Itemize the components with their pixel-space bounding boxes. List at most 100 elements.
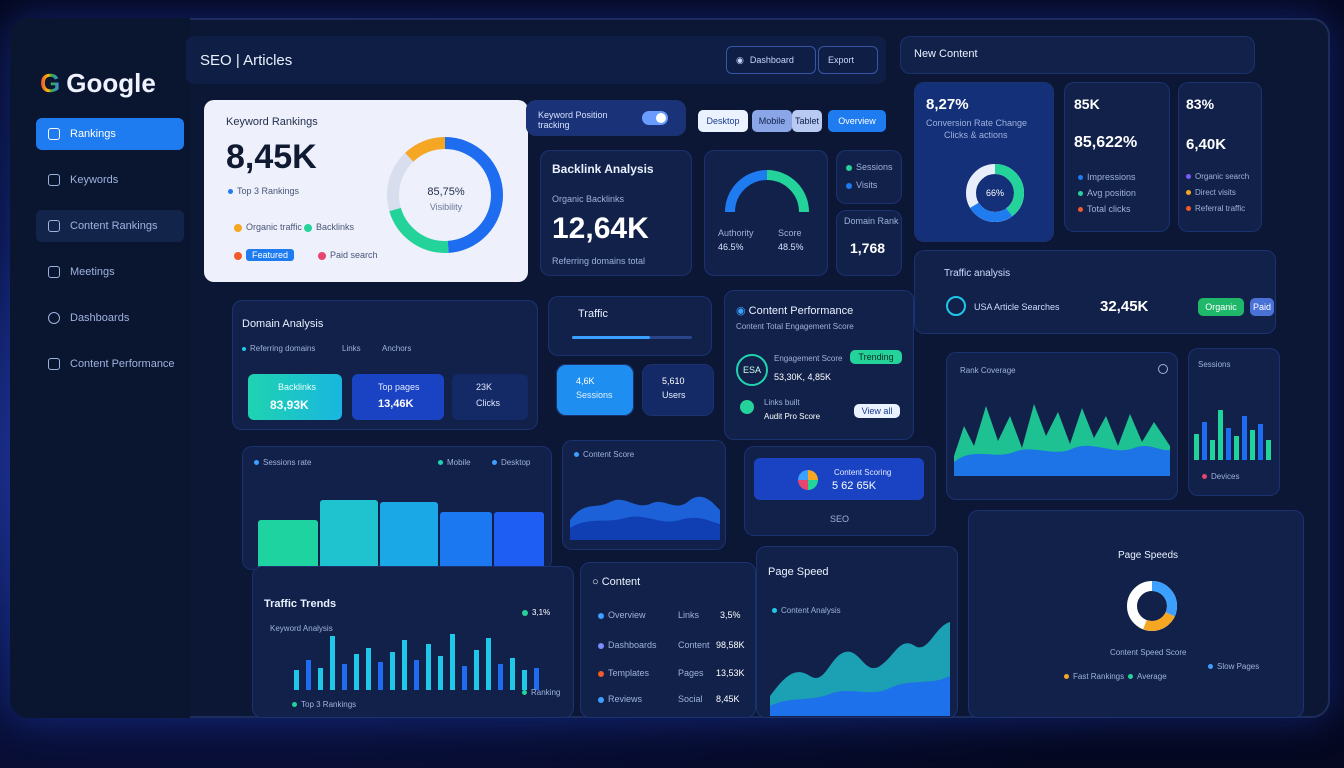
backlink-analysis-card[interactable]: Backlink Analysis Organic Backlinks 12,6… (540, 150, 692, 276)
page-speeds-donut (1127, 581, 1177, 631)
donut-label: Visibility (429, 202, 463, 212)
traffic-trends-sub: Keyword Analysis (270, 624, 333, 633)
legend-desktop: Desktop (492, 458, 530, 467)
dashboard-button[interactable]: ◉ Dashboard (726, 46, 816, 74)
tab-tablet[interactable]: Tablet (792, 110, 822, 132)
content-list-title: ○ Content (592, 576, 641, 588)
tab-overview[interactable]: Overview (828, 110, 886, 132)
new-content-header: New Content (900, 36, 1255, 74)
segment-tabs: Desktop Mobile Tablet Overview (698, 110, 886, 136)
sessions-rate-card: Sessions rate Mobile Desktop (242, 446, 552, 570)
organic-button[interactable]: Organic (1198, 298, 1244, 316)
content-scoring-foot: SEO (830, 514, 850, 524)
content-score-card: Content Score (562, 440, 726, 550)
content-scoring-banner[interactable]: Content Scoring 5 62 65K (754, 458, 924, 500)
list-item[interactable]: Overview Links 3,5% (598, 610, 748, 620)
list-item[interactable]: Templates Pages 13,53K (598, 668, 748, 678)
traffic-slider-track[interactable] (572, 336, 692, 339)
domain-filter-2[interactable]: Links (342, 344, 361, 353)
export-button[interactable]: Export (818, 46, 878, 74)
google-logo[interactable]: G Google (40, 68, 156, 99)
link-icon (740, 400, 754, 414)
rank-coverage-title: Rank Coverage (960, 366, 1016, 375)
gauge-card: Authority Score 46.5% 48.5% (704, 150, 828, 276)
domain-rank-mini-card: Domain Rank 1,768 (836, 210, 902, 276)
paid-button[interactable]: Paid (1250, 298, 1274, 316)
conversion-rate-label: Conversion Rate Change (926, 118, 1028, 128)
sessions-tile-label: Sessions (576, 390, 613, 400)
trending-badge[interactable]: Trending (850, 350, 902, 364)
conversion-donut-value: 66% (985, 188, 1004, 198)
page-speeds-title: Page Speeds (1118, 550, 1179, 561)
traffic-trends-bar-chart (294, 634, 539, 690)
sessions-label: Sessions (846, 162, 893, 172)
rank-coverage-area-chart (954, 404, 1170, 476)
clicks-tile[interactable]: 23K Clicks (452, 374, 528, 420)
sidebar-item-label: Content Rankings (70, 220, 158, 232)
bar (440, 512, 492, 568)
briefcase-icon (48, 358, 60, 370)
globe-icon: ◉ (736, 54, 744, 65)
list-item[interactable]: Reviews Social 8,45K (598, 694, 748, 704)
content-scoring-value: 5 62 65K (832, 480, 877, 492)
organic-search-card[interactable]: 83% 6,40K Organic search Direct visits R… (1178, 82, 1262, 232)
conversion-rate-card[interactable]: 8,27% Conversion Rate Change Clicks & ac… (914, 82, 1054, 242)
bar (494, 512, 544, 568)
page-speed-card: Page Speed Content Analysis (756, 546, 958, 718)
page-speeds-card: Page Speeds Content Speed Score Fast Ran… (968, 510, 1304, 718)
conversion-rate-value: 8,27% (926, 96, 969, 113)
users-tile[interactable]: 5,610 Users (642, 364, 714, 416)
sessions-tile[interactable]: 4,6K Sessions (556, 364, 634, 416)
slow-pages-legend: Slow Pages (1208, 662, 1259, 671)
backlinks-tile-value: 83,93K (270, 398, 309, 412)
keyword-rankings-legend: Top 3 Rankings (228, 186, 299, 196)
keyword-tracking-toggle-bar: Keyword Position tracking (526, 100, 686, 136)
traffic-analysis-card: Traffic analysis USA Article Searches 32… (914, 250, 1276, 334)
backlinks-row: Backlinks (304, 222, 354, 232)
gauge-right-value: 48.5% (778, 242, 804, 252)
keyword-rankings-card[interactable]: Keyword Rankings 8,45K Top 3 Rankings Or… (204, 100, 528, 282)
audit-pro-score: Audit Pro Score (764, 412, 821, 421)
content-performance-sub: Content Total Engagement Score (736, 322, 854, 331)
domain-filter-3[interactable]: Anchors (382, 344, 412, 353)
content-performance-card: ◉ Content Performance Content Total Enga… (724, 290, 914, 440)
sidebar-item-rankings[interactable]: Rankings (36, 118, 184, 150)
traffic-trends-footer: Ranking (522, 688, 560, 697)
organic-search-stat: 6,40K (1186, 136, 1227, 153)
lock-icon (48, 266, 60, 278)
tab-desktop[interactable]: Desktop (698, 110, 748, 132)
donut-value: 85,75% (427, 186, 465, 198)
sidebar-item-keywords[interactable]: Keywords (36, 164, 184, 196)
brand-name: Google (66, 68, 156, 98)
domain-filter-1[interactable]: Referring domains (242, 344, 315, 353)
keyword-toggle-switch[interactable] (642, 111, 668, 125)
info-icon[interactable] (1158, 364, 1168, 374)
sidebar-item-content-performance[interactable]: Content Performance (36, 348, 184, 380)
view-all-button[interactable]: View all (854, 404, 900, 418)
tab-mobile[interactable]: Mobile (752, 110, 792, 132)
content-score-area-chart (570, 496, 720, 540)
page-title: SEO | Articles (200, 52, 293, 69)
page-speed-area-chart (770, 622, 950, 716)
dashboard-button-label: Dashboard (749, 55, 794, 65)
home-icon (48, 128, 60, 140)
impressions-card[interactable]: 85K 85,622% Impressions Avg position Tot… (1064, 82, 1170, 232)
gauge-left-label: Authority (718, 228, 754, 238)
list-item[interactable]: Dashboards Content 98,58K (598, 640, 748, 650)
impressions-stat: 85,622% (1074, 134, 1138, 151)
gauge-chart (725, 170, 809, 213)
top-pages-tile[interactable]: Top pages 13,46K (352, 374, 444, 420)
sidebar-item-meetings[interactable]: Meetings (36, 256, 184, 288)
sidebar-item-dashboards[interactable]: Dashboards (36, 302, 184, 334)
organic-traffic-row: Organic traffic (234, 222, 302, 232)
content-scoring-card: Content Scoring 5 62 65K SEO (744, 446, 936, 536)
content-list-card: ○ Content Overview Links 3,5% Dashboards Co… (580, 562, 756, 718)
backlinks-tile[interactable]: Backlinks 83,93K (248, 374, 342, 420)
traffic-slider-fill (572, 336, 650, 339)
sidebar-item-content-rankings[interactable]: Content Rankings (36, 210, 184, 242)
circle-icon (48, 312, 60, 324)
users-tile-value: 5,610 (662, 376, 685, 386)
traffic-trends-card: Traffic Trends Keyword Analysis 3,1% Top… (252, 566, 574, 718)
clicks-tile-label: Clicks (476, 398, 500, 408)
esa-ring-label: ESA (742, 365, 761, 375)
